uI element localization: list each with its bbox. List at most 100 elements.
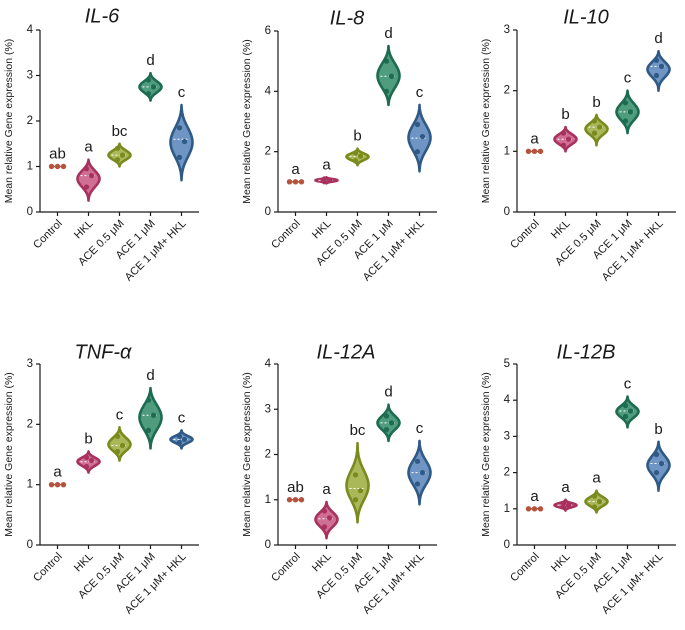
y-tick-label: 4 — [27, 24, 34, 36]
data-point — [286, 497, 293, 503]
data-point — [292, 179, 299, 185]
significance-letter: d — [146, 367, 154, 384]
data-point — [591, 118, 598, 124]
data-point — [653, 470, 660, 476]
y-tick-label: 1 — [27, 161, 33, 173]
data-point — [419, 470, 426, 476]
data-point — [114, 433, 121, 439]
significance-letter: d — [384, 384, 392, 401]
data-point — [622, 118, 629, 124]
significance-letter: c — [624, 70, 632, 87]
y-tick-label: 2 — [504, 85, 510, 97]
data-point — [292, 497, 299, 503]
significance-letter: b — [592, 94, 600, 111]
data-point — [352, 158, 359, 164]
significance-letter: c — [624, 376, 632, 393]
data-point — [419, 133, 426, 140]
significance-letter: b — [84, 430, 92, 447]
y-tick-label: 1 — [27, 479, 33, 491]
data-point — [388, 73, 395, 79]
data-point — [560, 130, 567, 136]
data-point — [658, 460, 665, 467]
chart-panel-6: IL-12B Mean relative Gene expression (%) 0… — [480, 341, 676, 617]
data-point — [653, 57, 660, 63]
data-point — [321, 508, 328, 514]
data-point — [591, 130, 598, 136]
data-point — [591, 504, 598, 510]
x-tick-label: HKL — [310, 551, 334, 575]
x-tick-label: Control — [31, 551, 65, 585]
significance-letter: b — [353, 128, 361, 145]
violin-5 — [646, 49, 671, 92]
data-point — [48, 163, 55, 170]
data-point — [352, 472, 359, 478]
violin-5 — [169, 103, 194, 182]
data-point — [326, 515, 333, 521]
violin-2 — [314, 500, 339, 540]
data-point — [537, 506, 544, 512]
data-point — [88, 457, 95, 464]
data-point — [383, 58, 390, 64]
data-point — [119, 152, 126, 158]
data-point — [54, 163, 61, 170]
y-axis-label: Mean relative Gene expression (%) — [3, 372, 15, 537]
data-point — [298, 179, 305, 185]
y-tick-label: 5 — [504, 358, 510, 370]
data-point — [357, 488, 364, 494]
significance-letter: c — [178, 409, 186, 426]
data-point — [622, 413, 629, 420]
data-point — [145, 91, 152, 97]
data-point — [60, 163, 67, 170]
chart-title: IL-12A — [317, 341, 376, 363]
data-point — [60, 481, 67, 488]
significance-letter: c — [416, 420, 424, 437]
data-point — [114, 157, 121, 163]
data-point — [653, 72, 660, 79]
data-point — [48, 481, 55, 488]
data-point — [531, 148, 538, 155]
y-axis-label: Mean relative Gene expression (%) — [480, 39, 492, 204]
data-point — [596, 498, 603, 505]
data-point — [83, 166, 90, 172]
data-point — [145, 397, 152, 403]
data-point — [622, 403, 629, 409]
data-point — [653, 451, 660, 458]
y-tick-label: 1 — [504, 145, 510, 157]
x-tick-label: HKL — [549, 218, 573, 242]
y-tick-label: 4 — [265, 85, 272, 97]
violin-2 — [76, 158, 101, 202]
significance-letter: ab — [287, 479, 304, 496]
significance-letter: d — [654, 30, 662, 47]
data-point — [176, 154, 183, 160]
data-point — [54, 481, 61, 488]
data-point — [176, 433, 183, 439]
x-tick-label: Control — [269, 551, 303, 585]
significance-letter: d — [384, 25, 392, 42]
data-point — [326, 177, 333, 183]
chart-panel-1: IL-6 Mean relative Gene expression (%) 0 1 2… — [3, 5, 199, 284]
data-point — [627, 109, 634, 115]
data-point — [627, 408, 634, 414]
data-point — [383, 413, 390, 419]
y-tick-label: 0 — [27, 539, 33, 551]
data-point — [565, 136, 572, 142]
data-point — [357, 153, 364, 159]
significance-letter: c — [116, 406, 124, 423]
x-tick-label: Control — [508, 551, 542, 585]
y-axis-label: Mean relative Gene expression (%) — [241, 39, 253, 204]
chart-panel-4: TNF-α Mean relative Gene expression (%) 0 1… — [3, 341, 199, 617]
x-tick-label: HKL — [72, 218, 96, 242]
data-point — [145, 77, 152, 83]
chart-title: IL-6 — [85, 5, 120, 27]
significance-letter: c — [416, 84, 424, 101]
data-point — [321, 176, 328, 182]
y-axis-label: Mean relative Gene expression (%) — [241, 372, 253, 537]
data-point — [321, 524, 328, 530]
significance-letter: a — [291, 161, 300, 178]
x-tick-label: HKL — [310, 218, 334, 242]
data-point — [525, 506, 532, 512]
data-point — [531, 506, 538, 512]
y-axis-label: Mean relative Gene expression (%) — [480, 372, 492, 537]
violin-3 — [345, 441, 370, 524]
significance-letter: a — [592, 470, 601, 487]
